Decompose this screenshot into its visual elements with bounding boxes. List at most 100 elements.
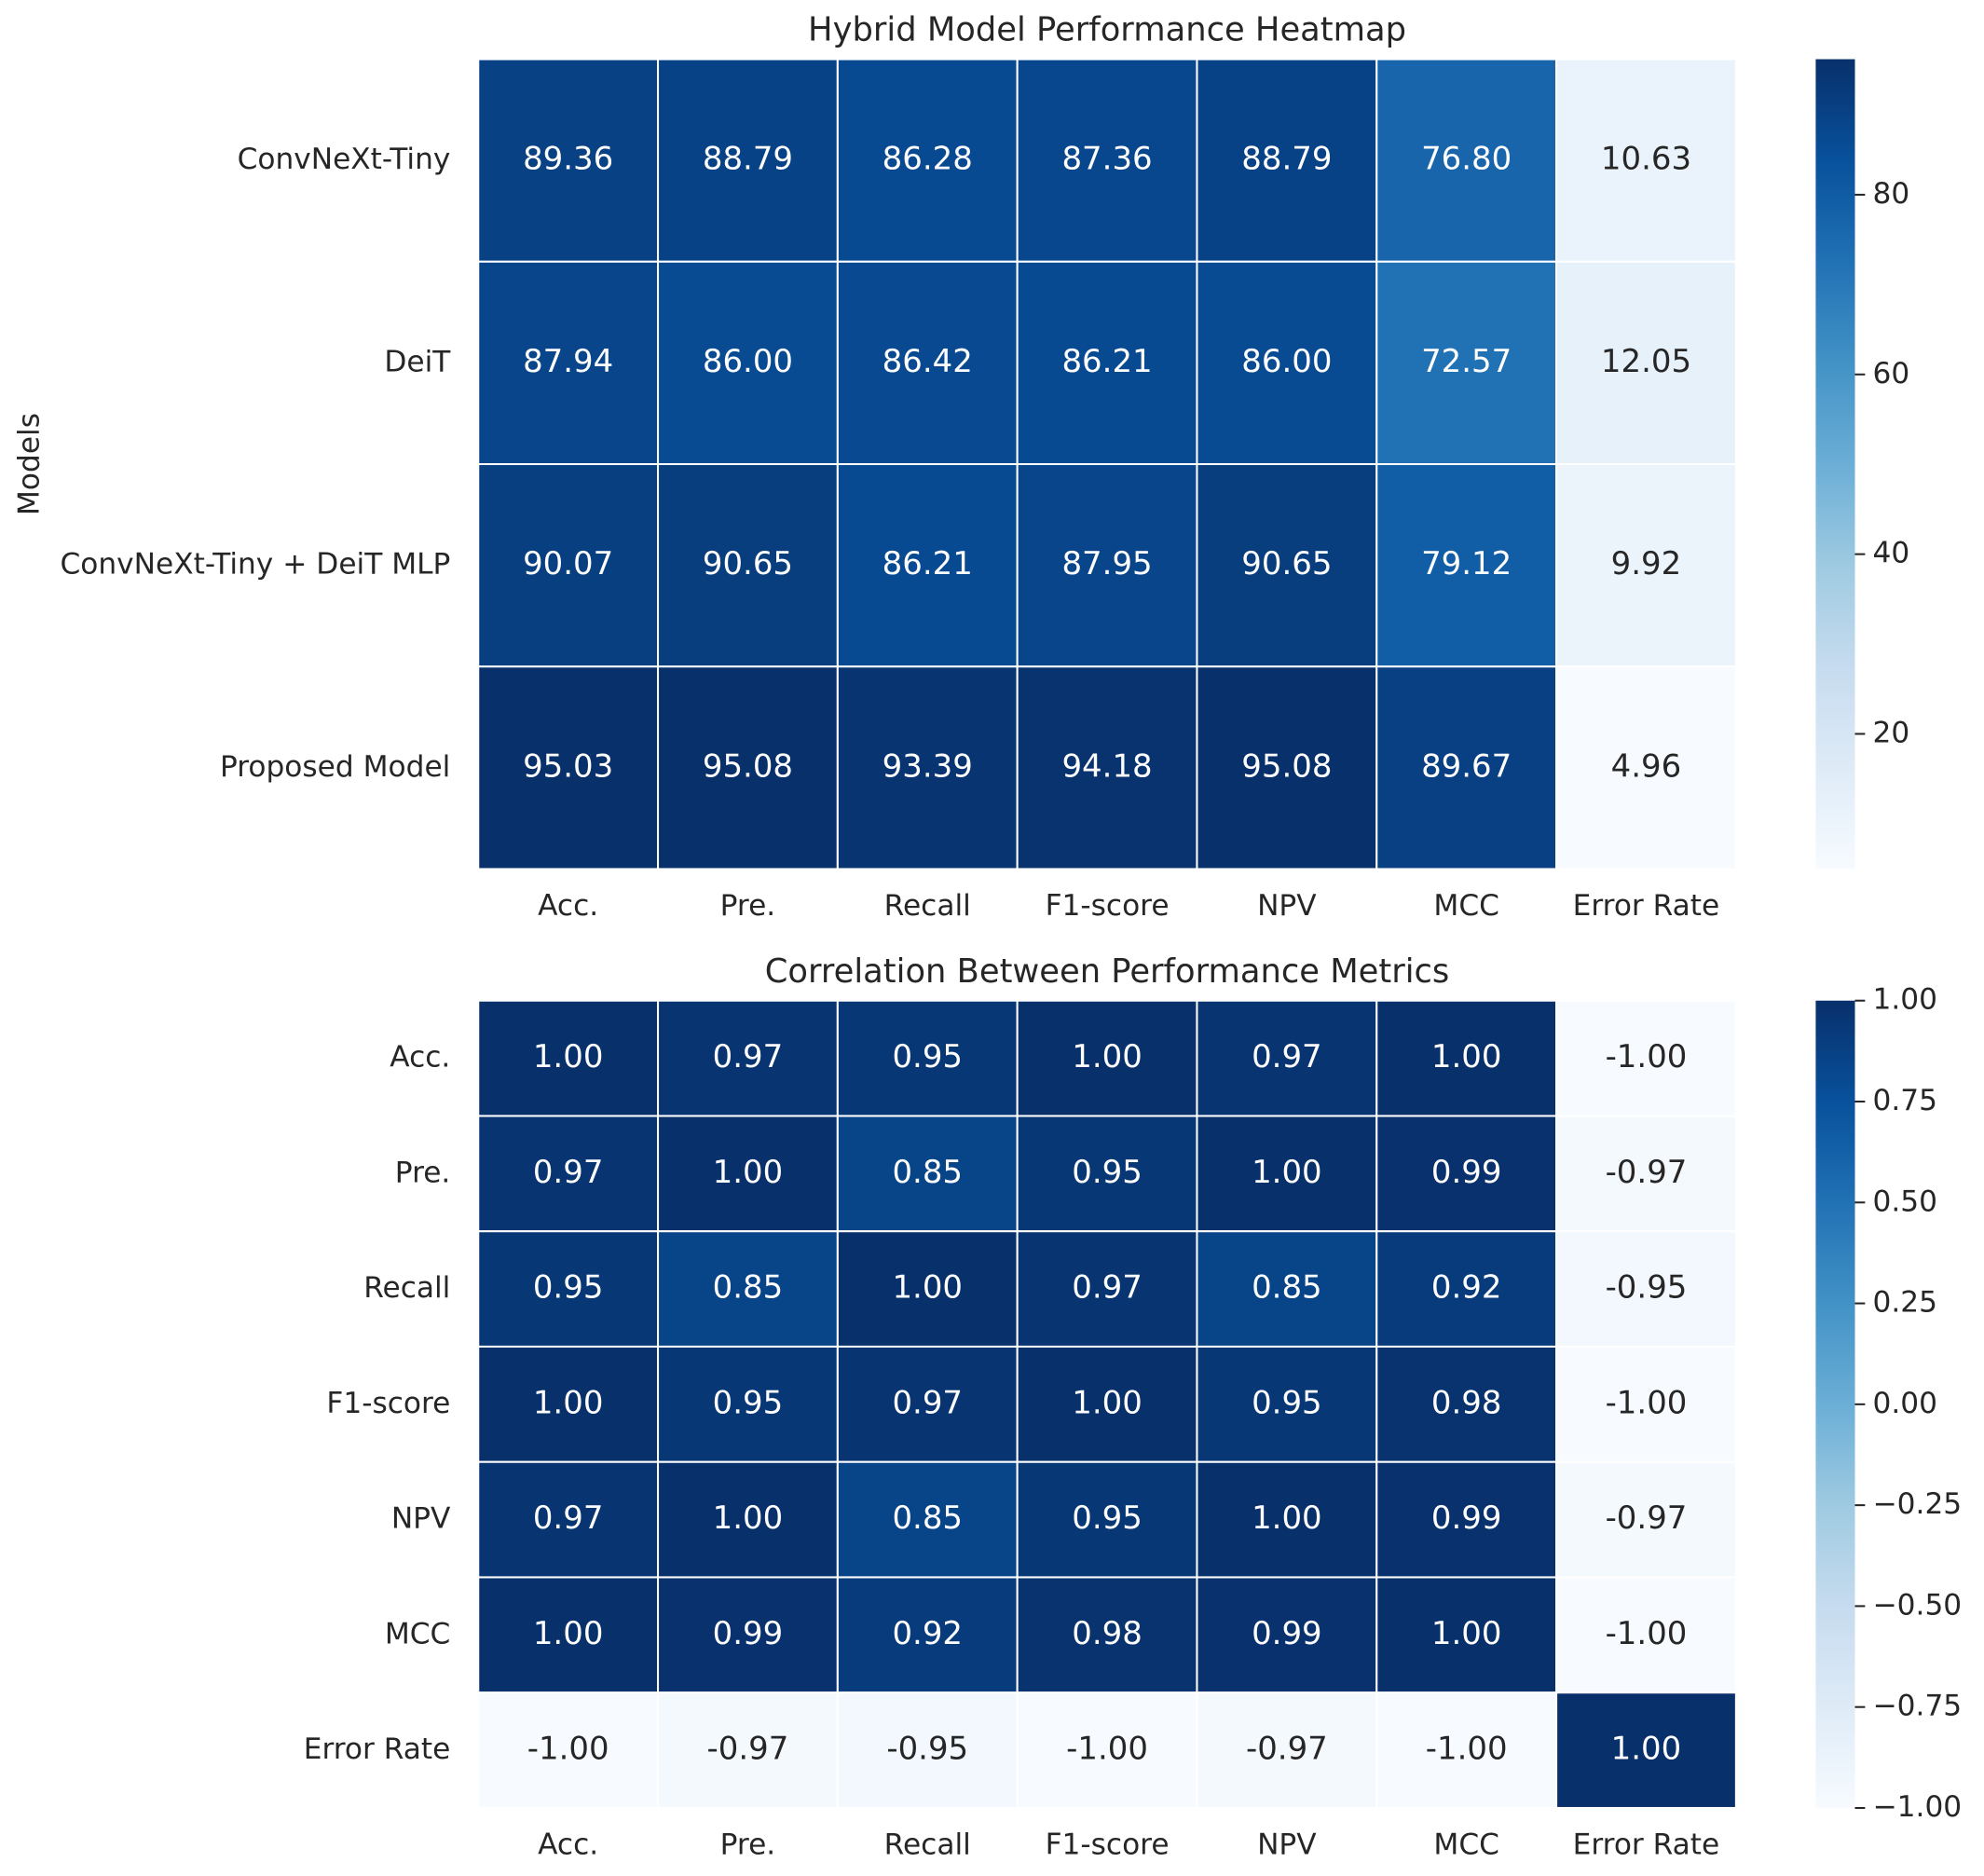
- heatmap-cell: [477, 462, 660, 668]
- heatmap-cell: [1375, 58, 1558, 263]
- heatmap-cell: [1016, 1345, 1198, 1463]
- cell-label: 86.21: [883, 545, 973, 582]
- heatmap-cell: [836, 58, 1019, 263]
- cell-label: 0.85: [1252, 1269, 1322, 1307]
- heatmap-cell: [477, 1115, 660, 1233]
- heatmap-cell: [1016, 1576, 1198, 1694]
- heatmap-cell: [657, 1115, 839, 1233]
- heatmap-cell: [1196, 462, 1378, 668]
- heatmap-cell: [1555, 1230, 1737, 1348]
- colorbar-tick-label: 20: [1873, 716, 1910, 749]
- x-tick-label: Acc.: [538, 889, 598, 923]
- cell-label: 87.94: [523, 343, 613, 380]
- chart-title: Hybrid Model Performance Heatmap: [808, 11, 1406, 49]
- y-tick-label: ConvNeXt-Tiny + DeiT MLP: [60, 548, 450, 582]
- cell-label: -1.00: [1606, 1615, 1688, 1652]
- cell-label: 0.92: [892, 1615, 963, 1652]
- heatmap-cell: [1196, 1460, 1378, 1579]
- y-tick-label: Error Rate: [304, 1732, 451, 1766]
- colorbar-tick-label: 0.50: [1873, 1184, 1938, 1218]
- heatmap-cell: [477, 1230, 660, 1348]
- cell-label: 90.07: [523, 545, 613, 582]
- heatmap-cell: [1375, 999, 1558, 1117]
- cell-label: 1.00: [892, 1269, 963, 1307]
- heatmap-cell: [1196, 1230, 1378, 1348]
- heatmap-cell: [1375, 260, 1558, 466]
- cell-label: 0.85: [713, 1269, 784, 1307]
- cell-label: 0.85: [892, 1499, 963, 1537]
- heatmap-cell: [1016, 1230, 1198, 1348]
- heatmap-cell: [657, 665, 839, 870]
- cell-label: 72.57: [1421, 343, 1512, 380]
- heatmap-cell: [1555, 999, 1737, 1117]
- cell-label: 0.95: [1072, 1154, 1143, 1191]
- heatmap-cell: [1016, 462, 1198, 668]
- heatmap-cell: [477, 999, 660, 1117]
- colorbar-tick-label: −0.50: [1873, 1588, 1963, 1622]
- cell-label: -1.00: [1066, 1731, 1148, 1768]
- heatmap-cell: [836, 1691, 1019, 1809]
- cell-label: 0.99: [1431, 1499, 1502, 1537]
- cell-label: 93.39: [883, 747, 973, 785]
- x-tick-label: Recall: [884, 1828, 971, 1862]
- cell-label: 95.08: [1241, 747, 1332, 785]
- heatmap-cell: [1196, 1345, 1378, 1463]
- heatmap-cell: [1016, 999, 1198, 1117]
- heatmap-cell: [1375, 665, 1558, 870]
- cell-label: 86.28: [883, 141, 973, 178]
- y-axis-label: Models: [13, 413, 47, 515]
- colorbar-tick-label: 60: [1873, 357, 1910, 390]
- x-tick-label: NPV: [1257, 889, 1317, 923]
- cell-label: 9.92: [1611, 545, 1682, 582]
- heatmap-cell: [477, 260, 660, 466]
- cell-label: 1.00: [533, 1384, 604, 1421]
- cell-label: 0.97: [1252, 1038, 1322, 1075]
- y-tick-label: DeiT: [384, 345, 451, 378]
- cell-label: 1.00: [533, 1615, 604, 1652]
- cell-label: 76.80: [1421, 141, 1512, 178]
- colorbar-tick-label: 1.00: [1873, 983, 1938, 1017]
- heatmap-cell: [1016, 665, 1198, 870]
- cell-label: 86.00: [703, 343, 793, 380]
- x-tick-label: MCC: [1433, 889, 1499, 923]
- heatmap-cell: [657, 1345, 839, 1463]
- cell-label: -1.00: [1606, 1038, 1688, 1075]
- heatmap-cell: [1196, 1691, 1378, 1809]
- y-tick-label: Recall: [363, 1271, 450, 1305]
- cell-label: 1.00: [713, 1154, 784, 1191]
- cell-label: 87.36: [1061, 141, 1152, 178]
- x-tick-label: F1-score: [1046, 889, 1170, 923]
- cell-label: 1.00: [713, 1499, 784, 1537]
- cell-label: -1.00: [527, 1731, 609, 1768]
- heatmap-cell: [836, 1576, 1019, 1694]
- y-tick-label: ConvNeXt-Tiny: [238, 143, 451, 176]
- cell-label: 0.95: [892, 1038, 963, 1075]
- cell-label: 0.97: [892, 1384, 963, 1421]
- cell-label: 0.99: [713, 1615, 784, 1652]
- cell-label: -1.00: [1426, 1731, 1508, 1768]
- heatmap-cell: [1555, 1460, 1737, 1579]
- heatmap-cell: [1016, 1115, 1198, 1233]
- heatmap-cell: [1375, 1230, 1558, 1348]
- cell-label: 95.03: [523, 747, 613, 785]
- cell-label: 95.08: [703, 747, 793, 785]
- cell-label: 88.79: [703, 141, 793, 178]
- colorbar: [1815, 59, 1855, 870]
- cell-label: 0.98: [1431, 1384, 1502, 1421]
- cell-label: 1.00: [1611, 1731, 1682, 1768]
- heatmap-cell: [1375, 1115, 1558, 1233]
- cell-label: 0.97: [533, 1154, 604, 1191]
- x-tick-label: Pre.: [720, 889, 776, 923]
- cell-label: 0.95: [713, 1384, 784, 1421]
- heatmap-cell: [657, 1576, 839, 1694]
- colorbar-tick-label: 0.25: [1873, 1286, 1938, 1320]
- cell-label: 1.00: [1252, 1499, 1322, 1537]
- cell-label: 1.00: [1252, 1154, 1322, 1191]
- heatmap-cell: [1555, 1576, 1737, 1694]
- heatmap-cell: [1555, 665, 1737, 870]
- heatmap-cell: [1016, 1460, 1198, 1579]
- cell-label: 0.99: [1252, 1615, 1322, 1652]
- heatmap-cell: [657, 58, 839, 263]
- heatmap-cell: [477, 1460, 660, 1579]
